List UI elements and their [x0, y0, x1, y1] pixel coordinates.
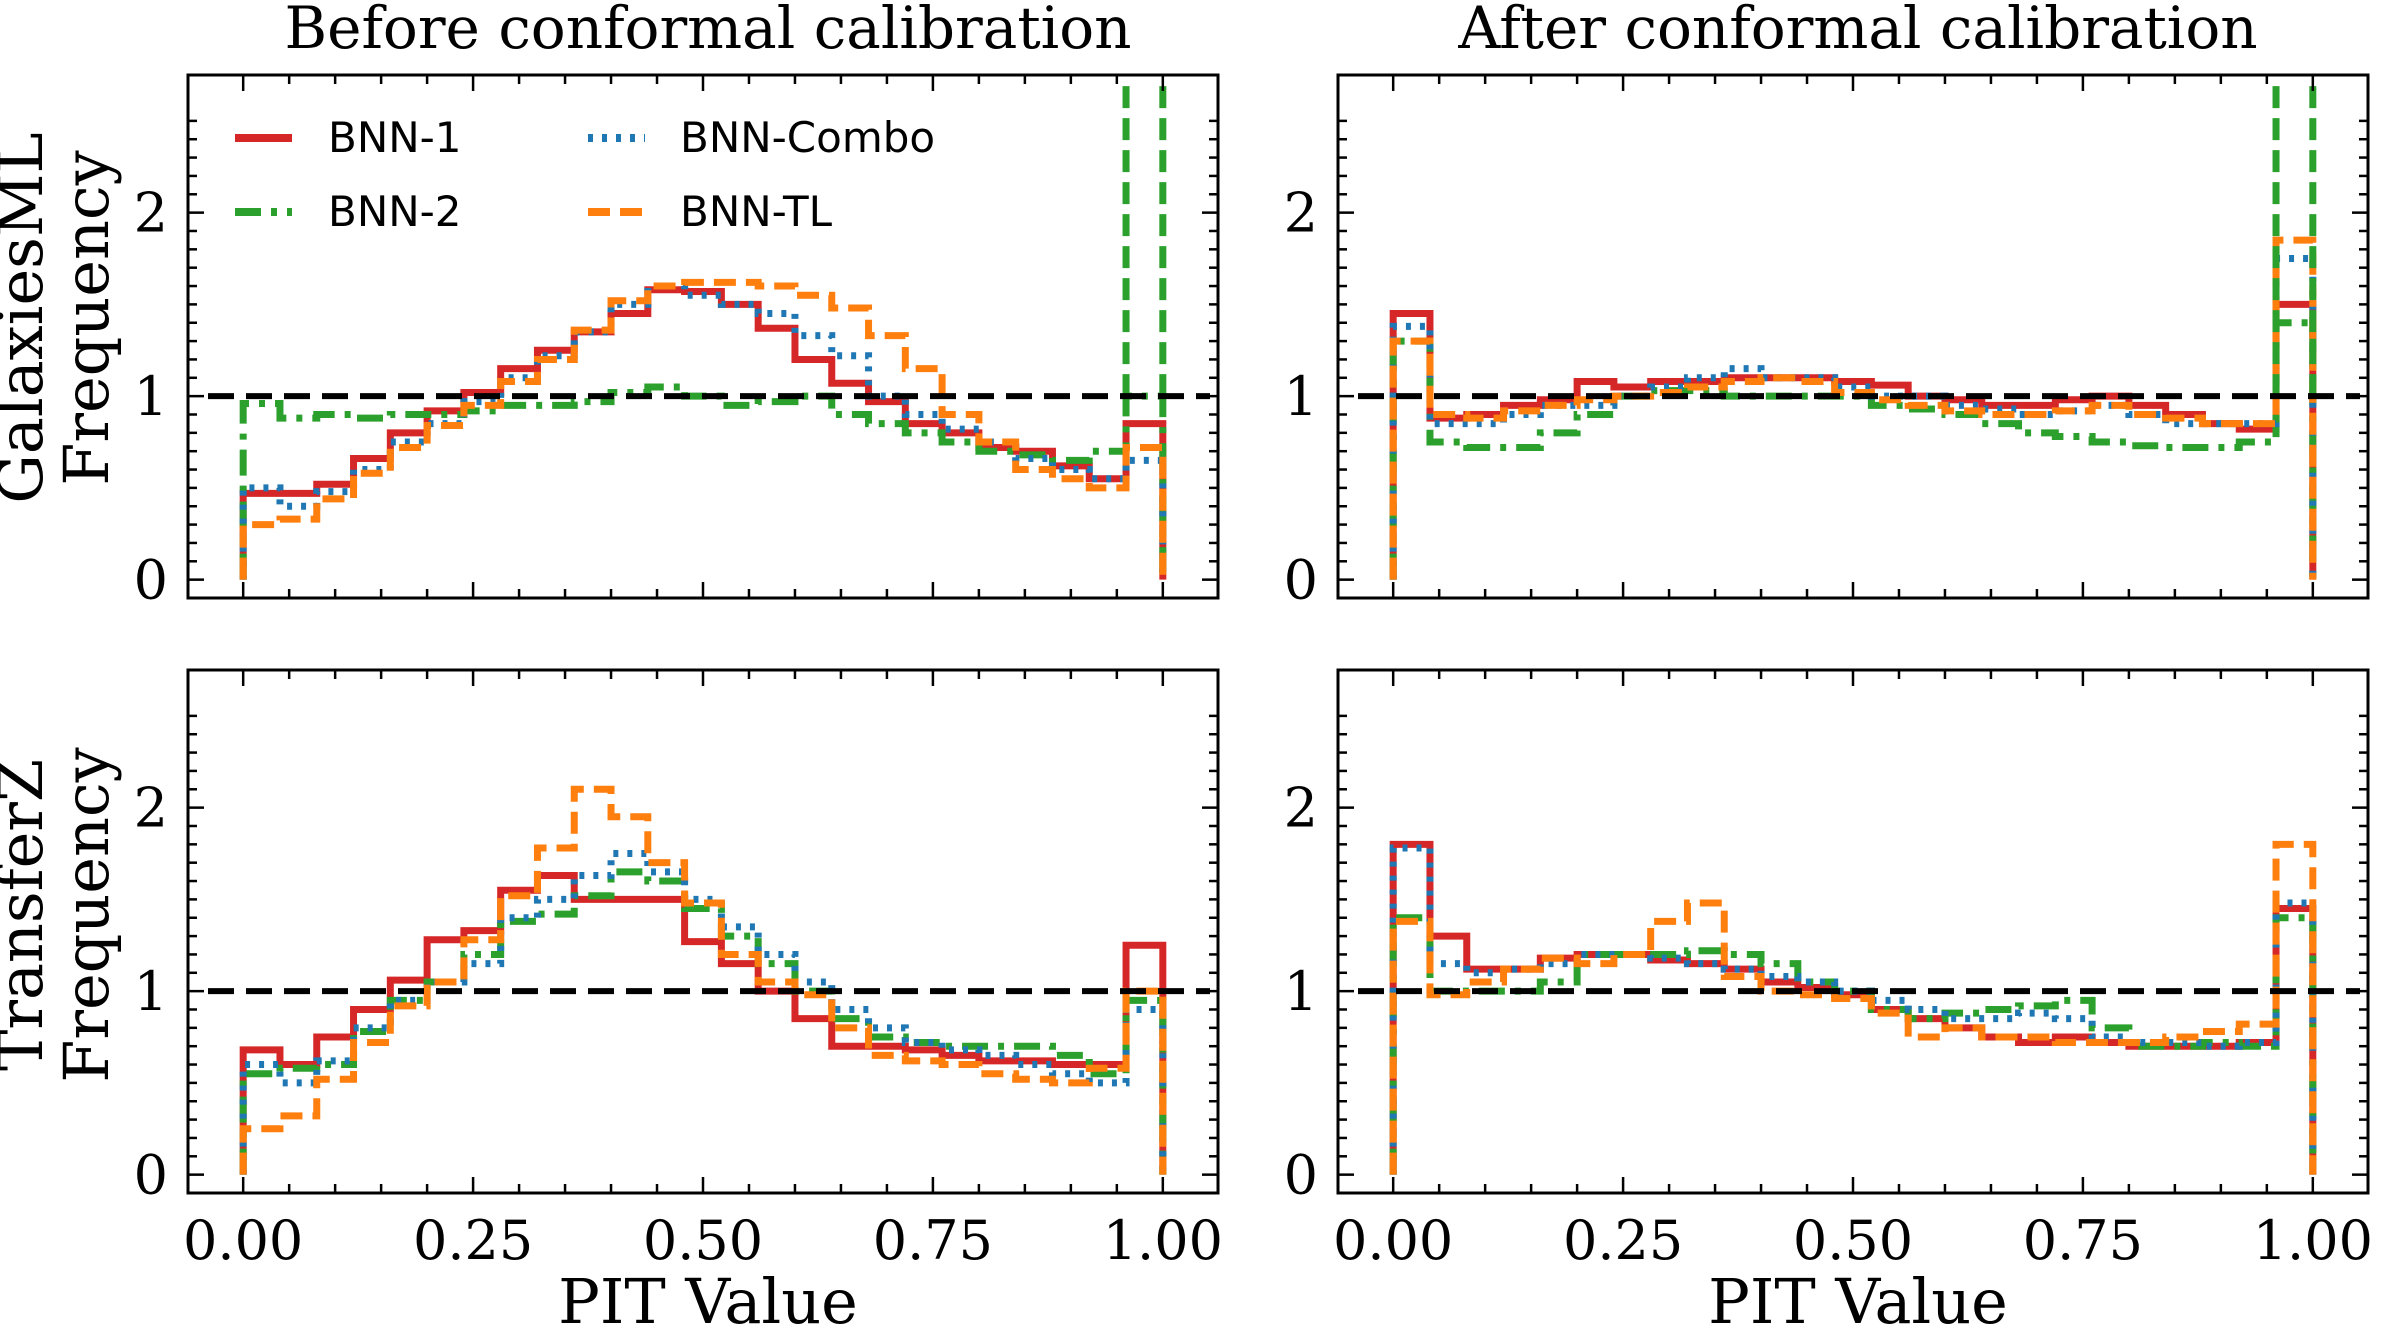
xtick-label: 0.00 [1333, 1209, 1453, 1272]
column-title-after: After conformal calibration [1457, 0, 2257, 62]
series-bnn-2 [1389, 914, 2317, 1175]
ytick-label: 2 [134, 182, 168, 245]
series-bnn-combo [239, 282, 1167, 580]
series-bnn-tl [239, 785, 1167, 1175]
ytick-label: 0 [1284, 1144, 1318, 1207]
ticks [1338, 670, 2368, 1193]
ytick-label: 0 [134, 549, 168, 612]
plot-area [239, 785, 1167, 1175]
xlabel-right: PIT Value [1708, 1265, 2008, 1330]
series-bnn-combo [1389, 844, 2317, 1175]
ytick-label: 2 [134, 777, 168, 840]
xtick-label: 0.50 [643, 1209, 763, 1272]
panel-galaxiesml-before: 0 1 2 [134, 73, 1220, 612]
axes-frame [186, 668, 1220, 1195]
ylabel-top-line1: GalaxiesML [0, 132, 57, 503]
ylabel-bottom-line2: Frequency [50, 747, 123, 1082]
column-title-before: Before conformal calibration [285, 0, 1132, 62]
ytick-label: 2 [1284, 182, 1318, 245]
ytick-label: 1 [1284, 365, 1318, 428]
series-bnn-tl [1389, 840, 2317, 1175]
ylabel-top-line2: Frequency [50, 150, 123, 485]
xtick-label: 1.00 [1103, 1209, 1223, 1272]
axes-frame [1336, 73, 2370, 600]
xtick-label: 0.75 [2023, 1209, 2143, 1272]
xtick-label: 1.00 [2253, 1209, 2373, 1272]
xtick-label: 0.75 [873, 1209, 993, 1272]
series-bnn-1 [239, 286, 1167, 580]
panel-transferz-after: 0 1 2 0.00 0.25 0.50 0.75 1.00 [1284, 668, 2373, 1272]
plot-area [239, 75, 1167, 580]
ytick-label: 1 [134, 365, 168, 428]
xtick-label: 0.00 [183, 1209, 303, 1272]
legend-label-bnn-combo: BNN-Combo [680, 113, 935, 162]
series-bnn-tl [239, 278, 1167, 580]
series-bnn-1 [1389, 840, 2317, 1175]
plot-area [1389, 75, 2317, 580]
ytick-label: 1 [1284, 960, 1318, 1023]
ytick-label: 1 [134, 960, 168, 1023]
ticks [188, 75, 1218, 598]
ytick-label: 0 [134, 1144, 168, 1207]
ticks [1338, 75, 2368, 598]
plot-area [1389, 840, 2317, 1175]
legend-label-bnn-1: BNN-1 [328, 113, 462, 162]
axes-frame [1336, 668, 2370, 1195]
series-bnn-2 [239, 383, 1167, 580]
xlabel-left: PIT Value [558, 1265, 858, 1330]
panel-transferz-before: 0 1 2 0.00 0.25 0.50 0.75 1.00 [134, 668, 1223, 1272]
xtick-label: 0.50 [1793, 1209, 1913, 1272]
xtick-label: 0.25 [413, 1209, 533, 1272]
ylabel-bottom-line1: TransferZ [0, 759, 57, 1071]
panel-galaxiesml-after: 0 1 2 [1284, 73, 2370, 612]
series-bnn-2 [1389, 319, 2317, 580]
series-bnn-1 [1389, 300, 2317, 580]
series-bnn-combo [1389, 255, 2317, 580]
series-bnn-2 [239, 868, 1167, 1175]
xtick-label: 0.25 [1563, 1209, 1683, 1272]
legend-label-bnn-2: BNN-2 [328, 187, 462, 236]
ticks [188, 670, 1218, 1193]
legend: BNN-1 BNN-2 BNN-Combo BNN-TL [235, 113, 935, 236]
ytick-label: 0 [1284, 549, 1318, 612]
legend-label-bnn-tl: BNN-TL [680, 187, 833, 236]
series-bnn-1 [239, 872, 1167, 1175]
series-bnn-combo [239, 850, 1167, 1175]
series-bnn-tl [1389, 236, 2317, 580]
ytick-label: 2 [1284, 777, 1318, 840]
